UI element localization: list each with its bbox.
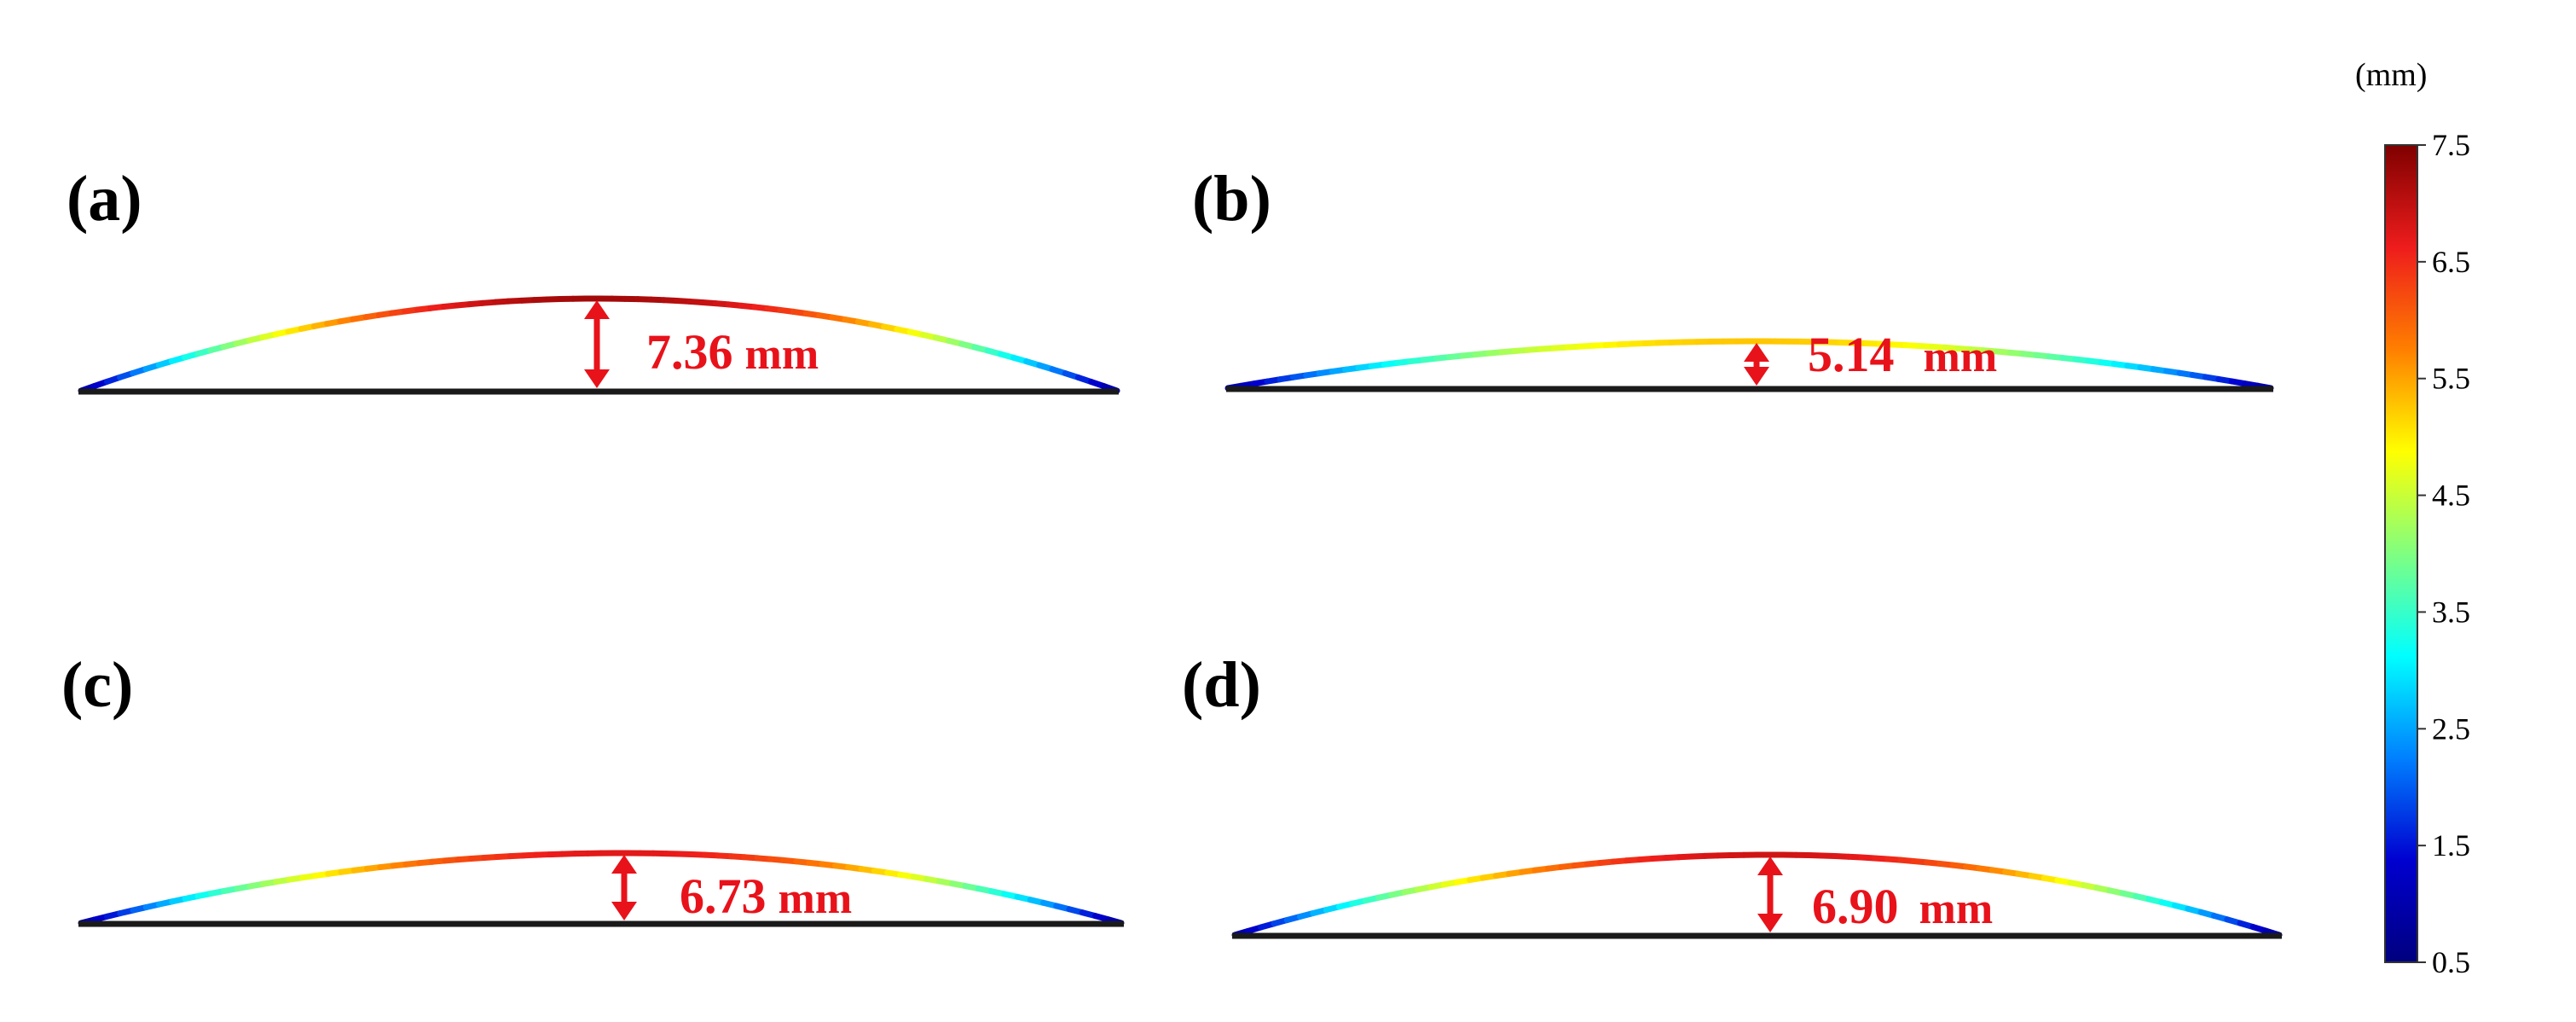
colorbar-tick-label: 2.5 xyxy=(2432,711,2470,746)
panel-a: (a) 7.36 mm xyxy=(67,163,1120,395)
panel-d: (d) 6.90 mm xyxy=(1182,649,2283,939)
panel-b: (b) 5.14 mm xyxy=(1192,163,2274,392)
arc-d xyxy=(1231,851,2283,938)
colorbar-tick-label: 0.5 xyxy=(2432,945,2470,979)
panel-label-c: (c) xyxy=(61,649,133,721)
measurement-d: 6.90 mm xyxy=(1812,879,1993,934)
panel-c: (c) 6.73 mm xyxy=(61,649,1125,927)
colorbar-scale xyxy=(2384,144,2418,963)
arrow-d xyxy=(1757,857,1783,932)
colorbar-ticks: 7.5 6.5 5.5 4.5 3.5 2.5 1.5 0.5 xyxy=(2417,128,2470,979)
measurement-c: 6.73 mm xyxy=(680,868,852,924)
arc-a xyxy=(78,295,1120,394)
colorbar-tick-label: 6.5 xyxy=(2432,245,2470,279)
arc-c xyxy=(78,850,1125,926)
panel-label-d: (d) xyxy=(1182,649,1261,721)
panel-label-b: (b) xyxy=(1192,163,1271,235)
arrow-b xyxy=(1744,343,1769,386)
arc-b xyxy=(1224,338,2274,392)
measurement-b: 5.14 mm xyxy=(1808,327,1997,382)
colorbar-unit: (mm) xyxy=(2355,57,2427,93)
arrow-c xyxy=(611,855,637,920)
colorbar-tick-label: 5.5 xyxy=(2432,362,2470,396)
arrow-a xyxy=(584,300,610,388)
colorbar-tick-label: 1.5 xyxy=(2432,828,2470,862)
colorbar-tick-label: 7.5 xyxy=(2432,128,2470,162)
colorbar-tick-label: 4.5 xyxy=(2432,479,2470,513)
panel-label-a: (a) xyxy=(67,163,142,235)
colorbar: (mm) 7.5 6.5 5.5 4.5 3.5 2.5 1.5 0.5 xyxy=(2355,57,2470,979)
colorbar-tick-label: 3.5 xyxy=(2432,595,2470,629)
measurement-a: 7.36 mm xyxy=(646,324,819,380)
